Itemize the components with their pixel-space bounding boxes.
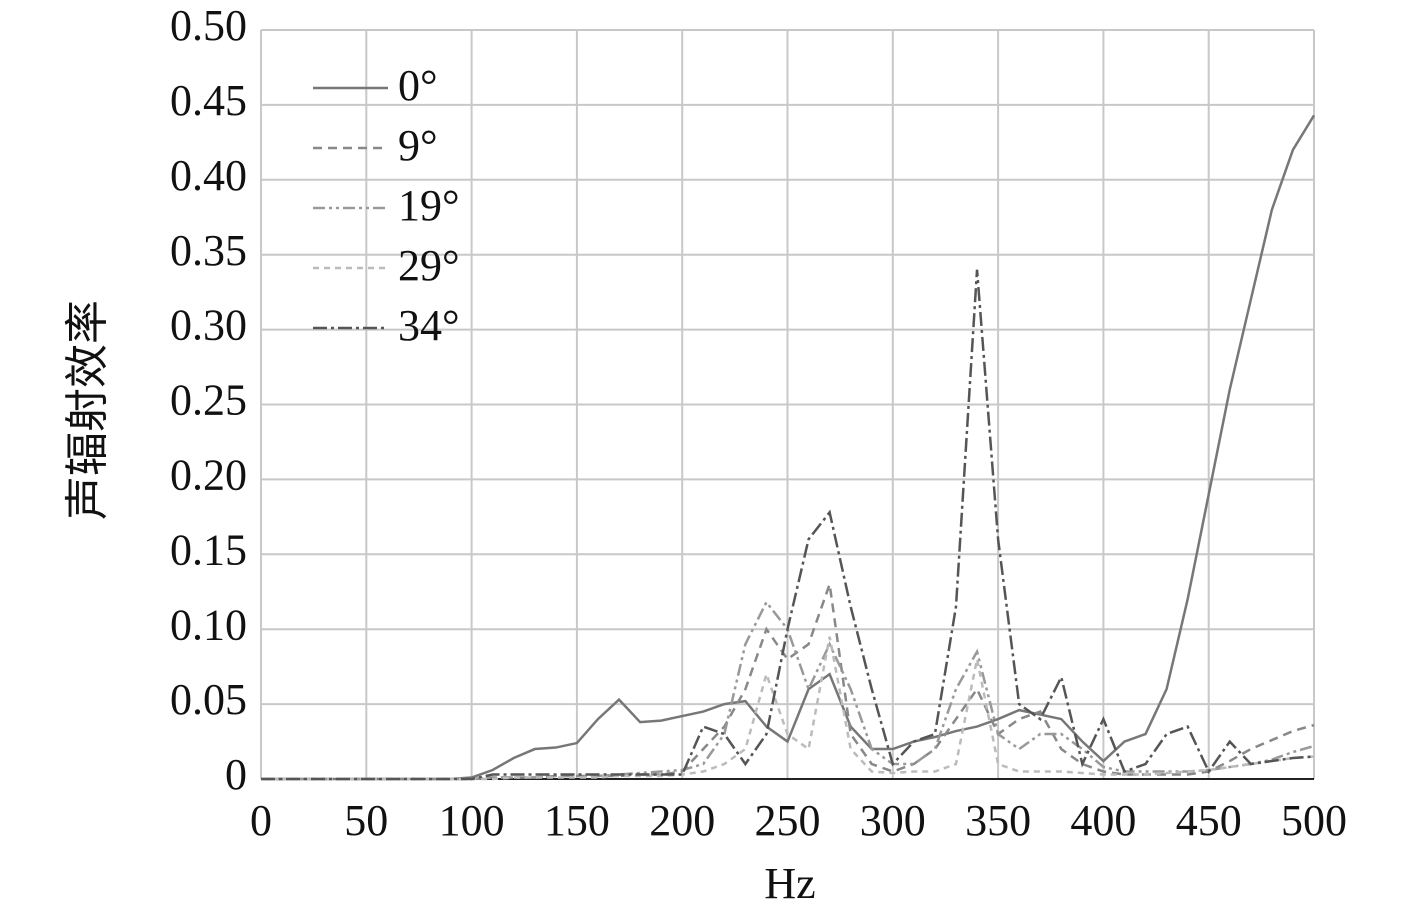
y-tick-label: 0.15 (170, 525, 247, 574)
series-line (261, 269, 1315, 781)
x-tick-label: 100 (439, 796, 505, 845)
y-tick-label: 0.35 (170, 226, 247, 275)
legend-label: 9° (398, 121, 438, 170)
y-tick-label: 0.40 (170, 151, 247, 200)
legend-label: 29° (398, 241, 460, 290)
y-tick-label: 0.05 (170, 675, 247, 724)
x-tick-label: 200 (649, 796, 715, 845)
y-tick-label: 0.50 (170, 1, 247, 50)
x-tick-label: 450 (1176, 796, 1242, 845)
y-tick-label: 0 (225, 750, 247, 799)
series-line (261, 636, 1315, 781)
x-tick-label: 0 (250, 796, 272, 845)
x-tick-label: 300 (860, 796, 926, 845)
x-tick-label: 150 (544, 796, 610, 845)
y-tick-label: 0.25 (170, 376, 247, 425)
y-tick-label: 0.45 (170, 76, 247, 125)
legend-label: 0° (398, 61, 438, 110)
x-tick-label: 500 (1281, 796, 1347, 845)
y-axis-label: 声辐射效率 (63, 300, 112, 520)
x-tick-label: 50 (344, 796, 388, 845)
legend-label: 34° (398, 301, 460, 350)
y-tick-label: 0.20 (170, 450, 247, 499)
y-tick-label: 0.30 (170, 301, 247, 350)
x-tick-label: 350 (965, 796, 1031, 845)
legend-label: 19° (398, 181, 460, 230)
x-tick-label: 400 (1070, 796, 1136, 845)
x-tick-label: 250 (755, 796, 821, 845)
y-tick-label: 0.10 (170, 600, 247, 649)
x-axis-label: Hz (764, 859, 815, 908)
